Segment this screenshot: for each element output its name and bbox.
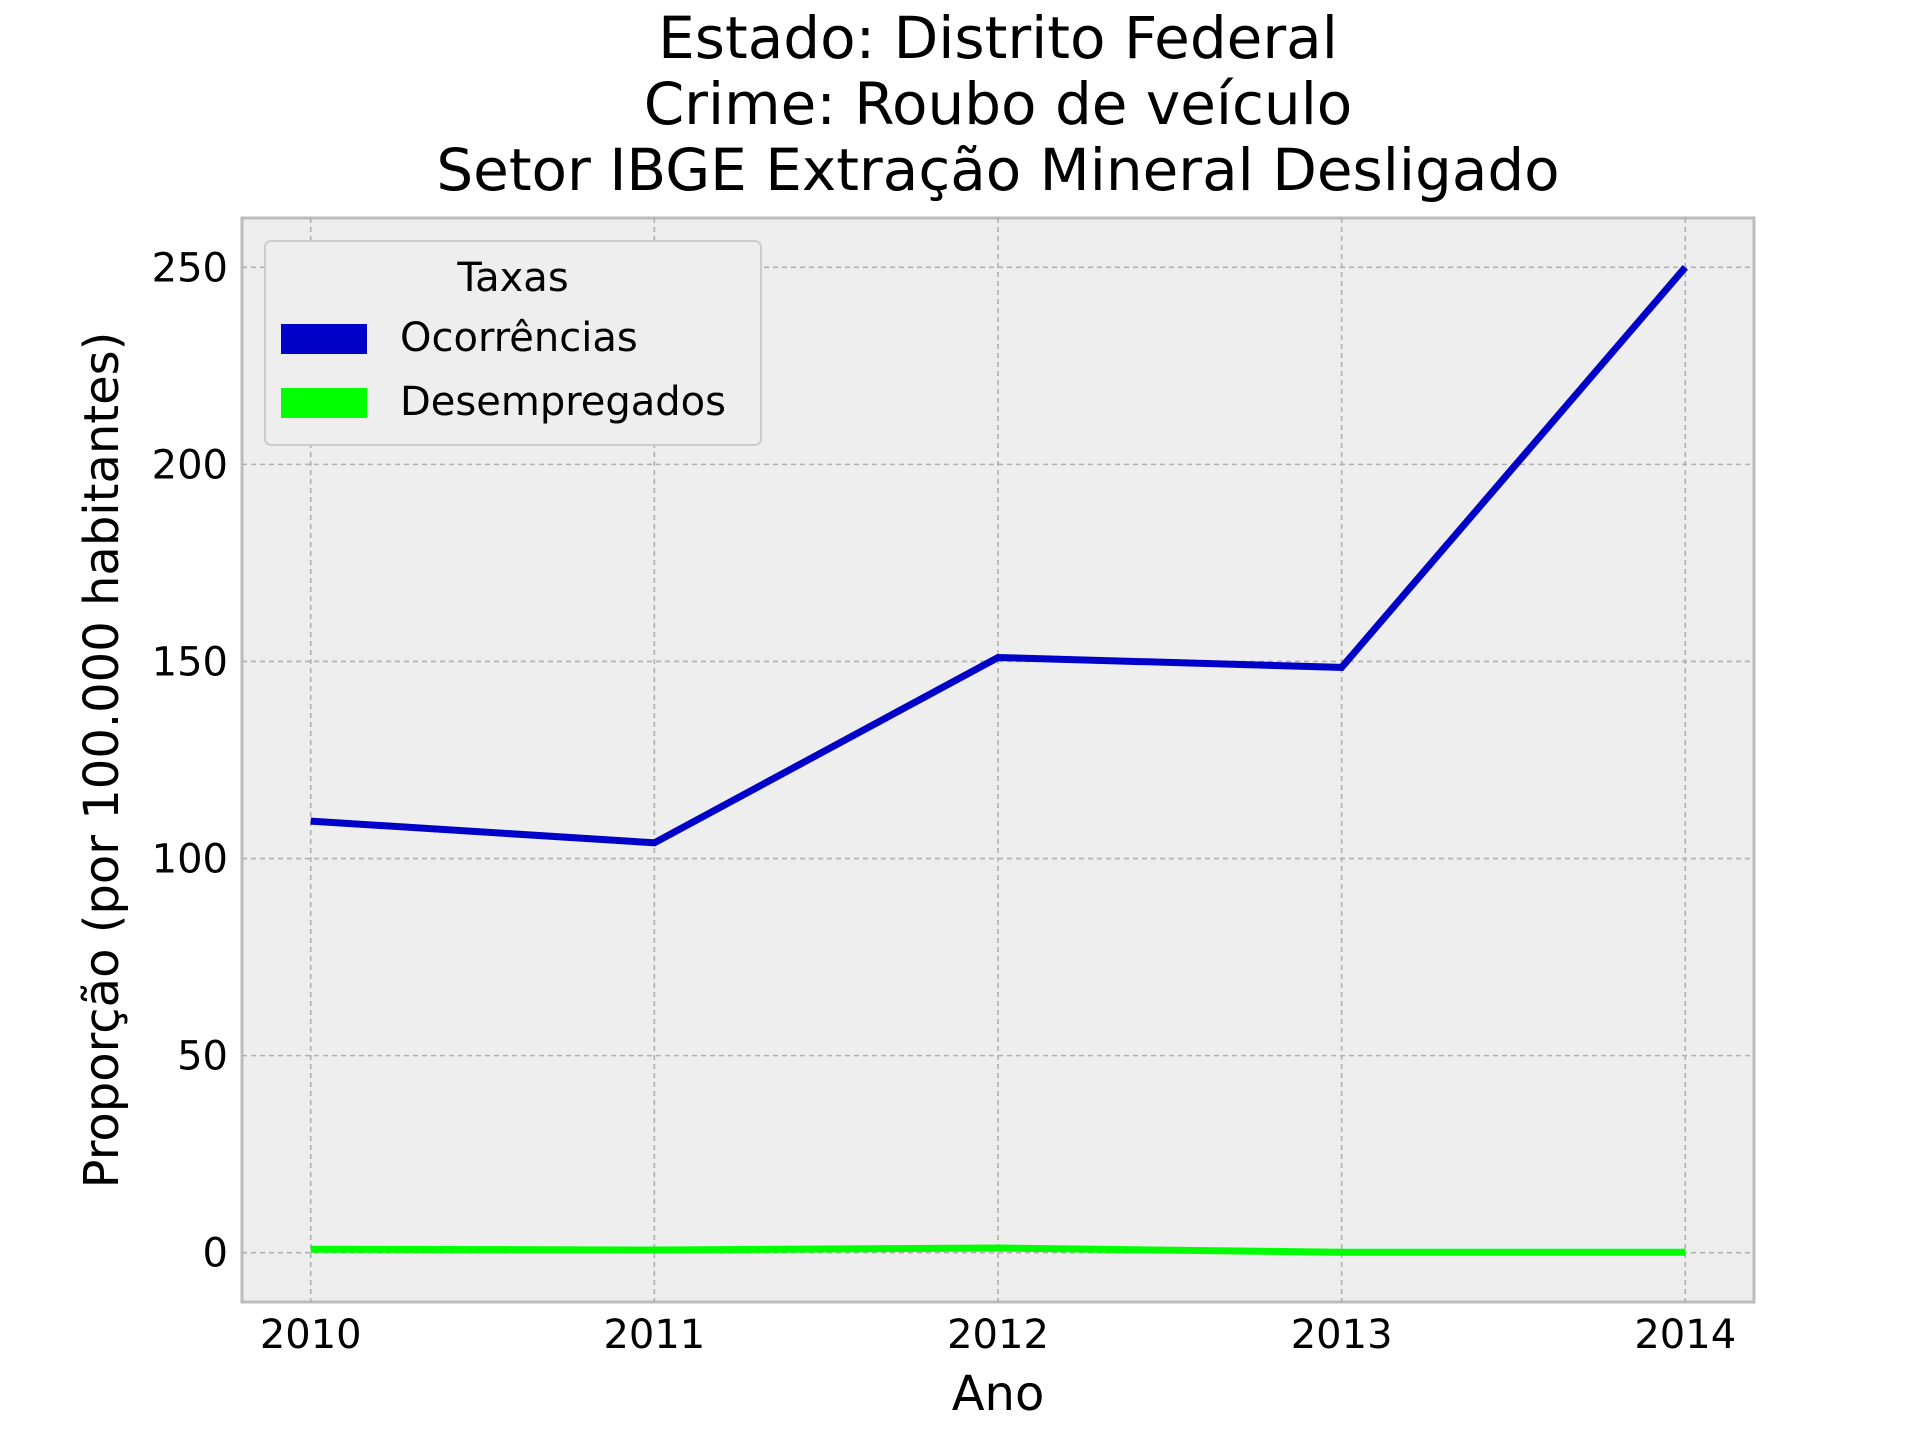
- x-tick-label: 2014: [1634, 1312, 1736, 1358]
- legend: Taxas Ocorrências Desempregados: [264, 240, 762, 446]
- series-line-desempregados: [310, 1244, 1686, 1256]
- legend-title: Taxas: [456, 255, 568, 301]
- legend-label: Ocorrências: [400, 315, 638, 361]
- legend-swatch: [281, 324, 367, 354]
- y-tick-label: 50: [177, 1034, 228, 1080]
- y-tick-label: 0: [203, 1231, 228, 1277]
- series-line-ocorrencias: [310, 265, 1688, 847]
- legend-swatch: [281, 388, 367, 418]
- x-tick-label: 2013: [1291, 1312, 1393, 1358]
- chart-title-line: Setor IBGE Extração Mineral Desligado: [436, 136, 1559, 204]
- y-axis-label: Proporção (por 100.000 habitantes): [74, 332, 130, 1189]
- chart-title-line: Estado: Distrito Federal: [658, 4, 1338, 72]
- chart-title-line: Crime: Roubo de veículo: [644, 70, 1353, 138]
- y-tick-label: 200: [152, 442, 228, 488]
- legend-box: [264, 240, 762, 446]
- x-tick-label: 2012: [947, 1312, 1049, 1358]
- y-tick-label: 250: [152, 245, 228, 291]
- y-axis: 0 50 100 150 200 250: [152, 245, 228, 1276]
- x-tick-label: 2011: [603, 1312, 705, 1358]
- y-tick-label: 150: [152, 639, 228, 685]
- x-axis-label: Ano: [952, 1366, 1045, 1422]
- x-tick-label: 2010: [260, 1312, 362, 1358]
- legend-items: Ocorrências Desempregados: [281, 315, 726, 425]
- series-group: [310, 265, 1688, 1256]
- y-tick-label: 100: [152, 837, 228, 883]
- x-axis: 2010 2011 2012 2013 2014: [260, 1312, 1736, 1358]
- legend-label: Desempregados: [400, 379, 726, 425]
